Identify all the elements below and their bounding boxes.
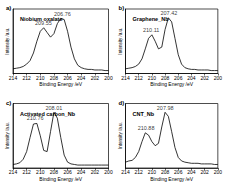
svg-text:208.01: 208.01: [45, 104, 63, 111]
svg-text:Intensity /a.u.: Intensity /a.u.: [5, 28, 10, 55]
svg-text:200: 200: [104, 169, 113, 175]
svg-text:Intensity /a.u.: Intensity /a.u.: [5, 122, 10, 149]
svg-text:212: 212: [22, 75, 31, 81]
svg-text:207.98: 207.98: [157, 105, 174, 111]
svg-text:209.55: 209.55: [34, 20, 52, 27]
svg-text:CNT_Nb: CNT_Nb: [133, 111, 155, 117]
svg-text:210.11: 210.11: [143, 27, 159, 33]
svg-text:c): c): [6, 100, 11, 106]
svg-text:Binding Energy /eV: Binding Energy /eV: [39, 81, 82, 87]
svg-text:202: 202: [200, 169, 209, 175]
svg-text:Niobium oxalate: Niobium oxalate: [20, 16, 62, 22]
svg-text:210: 210: [36, 75, 45, 81]
svg-text:208: 208: [50, 75, 59, 81]
svg-text:210.76: 210.76: [26, 115, 44, 122]
svg-text:212: 212: [135, 169, 144, 175]
svg-text:204: 204: [187, 169, 196, 175]
svg-text:Binding Energy /eV: Binding Energy /eV: [150, 176, 193, 182]
svg-text:Binding Energy /eV: Binding Energy /eV: [150, 81, 193, 87]
svg-text:200: 200: [104, 75, 113, 81]
svg-text:210: 210: [148, 169, 157, 175]
svg-text:210: 210: [36, 169, 45, 175]
svg-text:208: 208: [50, 169, 59, 175]
svg-text:214: 214: [121, 169, 130, 175]
svg-text:210: 210: [148, 75, 157, 81]
svg-text:206: 206: [63, 75, 72, 81]
svg-text:202: 202: [200, 75, 209, 81]
svg-text:210.88: 210.88: [138, 125, 155, 131]
svg-text:206.76: 206.76: [54, 10, 71, 17]
svg-text:Intensity /a.u.: Intensity /a.u.: [118, 28, 123, 55]
svg-text:202: 202: [91, 75, 100, 81]
svg-text:200: 200: [214, 75, 223, 81]
svg-text:204: 204: [77, 75, 86, 81]
svg-text:212: 212: [22, 169, 31, 175]
svg-text:200: 200: [214, 169, 223, 175]
svg-text:206: 206: [63, 169, 72, 175]
svg-text:a): a): [6, 5, 11, 11]
svg-text:Activated carbon_Nb: Activated carbon_Nb: [20, 111, 76, 117]
svg-text:214: 214: [121, 75, 130, 81]
svg-text:214: 214: [9, 169, 18, 175]
svg-text:Graphene_Nb: Graphene_Nb: [133, 16, 170, 22]
svg-text:206: 206: [174, 169, 183, 175]
svg-text:b): b): [119, 5, 125, 11]
svg-text:202: 202: [91, 169, 100, 175]
svg-text:d): d): [119, 100, 125, 106]
svg-text:204: 204: [77, 169, 86, 175]
svg-text:208: 208: [161, 75, 170, 81]
svg-text:207.42: 207.42: [160, 10, 178, 17]
svg-text:214: 214: [9, 75, 18, 81]
svg-text:212: 212: [135, 75, 144, 81]
svg-text:Binding Energy /eV: Binding Energy /eV: [39, 176, 82, 182]
svg-text:208: 208: [161, 169, 170, 175]
svg-text:206: 206: [174, 75, 183, 81]
svg-text:204: 204: [187, 75, 196, 81]
svg-text:Intensity /a.u.: Intensity /a.u.: [118, 122, 123, 149]
